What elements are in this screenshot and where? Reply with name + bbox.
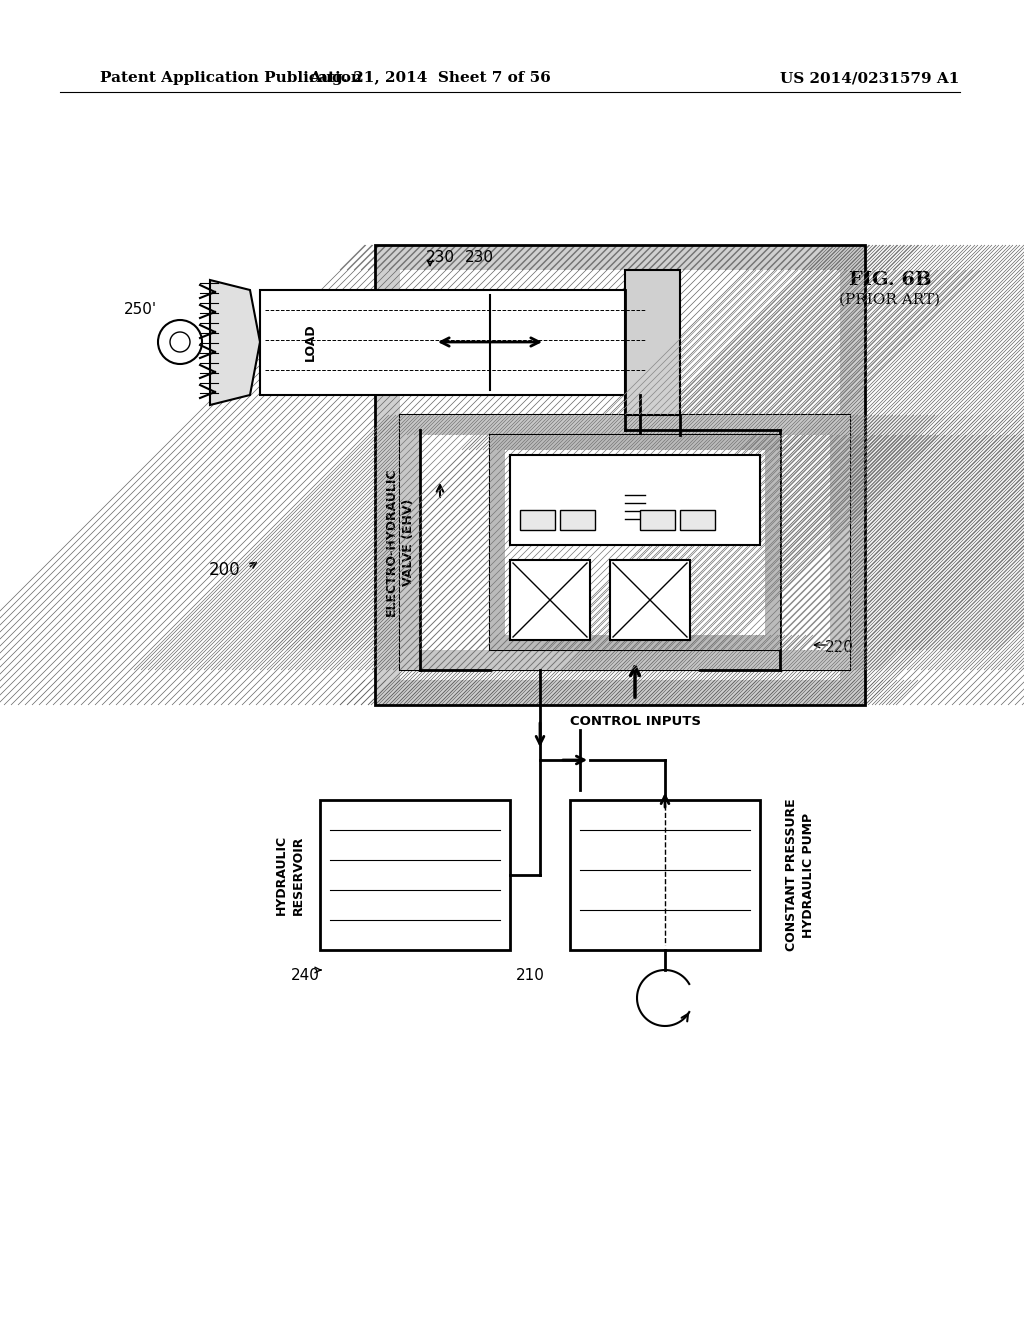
Polygon shape — [210, 280, 260, 405]
Bar — [490, 635, 780, 649]
Bar — [625, 271, 680, 414]
Bar — [610, 560, 690, 640]
Text: 230: 230 — [426, 251, 455, 265]
Bar — [765, 436, 780, 649]
Bar — [510, 560, 590, 640]
Bar — [375, 680, 865, 705]
Bar — [319, 800, 510, 950]
Bar — [400, 649, 850, 671]
Text: Aug. 21, 2014  Sheet 7 of 56: Aug. 21, 2014 Sheet 7 of 56 — [309, 71, 551, 84]
Bar — [510, 455, 760, 545]
Text: 250': 250' — [124, 302, 157, 318]
Bar — [375, 246, 865, 705]
Text: US 2014/0231579 A1: US 2014/0231579 A1 — [780, 71, 959, 84]
Text: 230: 230 — [465, 251, 494, 265]
Text: HYDRAULIC
RESERVOIR: HYDRAULIC RESERVOIR — [275, 836, 305, 915]
Text: LOAD: LOAD — [303, 323, 316, 360]
Bar — [400, 414, 420, 671]
Text: Patent Application Publication: Patent Application Publication — [100, 71, 362, 84]
Text: (PRIOR ART): (PRIOR ART) — [840, 293, 941, 308]
Text: 220: 220 — [825, 640, 854, 656]
Bar — [375, 246, 400, 705]
Bar — [570, 800, 760, 950]
Bar — [840, 246, 865, 705]
Bar — [490, 436, 780, 450]
Text: CONSTANT PRESSURE
HYDRAULIC PUMP: CONSTANT PRESSURE HYDRAULIC PUMP — [785, 799, 815, 952]
Bar — [830, 414, 850, 671]
Bar — [490, 436, 780, 649]
Bar — [520, 510, 555, 531]
Text: ELECTRO-HYDRAULIC
VALVE (EHV): ELECTRO-HYDRAULIC VALVE (EHV) — [385, 467, 415, 616]
Bar — [680, 510, 715, 531]
Bar — [375, 246, 865, 271]
Text: 240: 240 — [291, 968, 319, 982]
Circle shape — [158, 319, 202, 364]
Bar — [560, 510, 595, 531]
Text: CONTROL INPUTS: CONTROL INPUTS — [569, 715, 700, 729]
Text: FIG. 6B: FIG. 6B — [849, 271, 931, 289]
Text: 200: 200 — [208, 561, 240, 579]
Bar — [490, 436, 505, 649]
Bar — [260, 290, 650, 395]
Bar — [400, 414, 850, 436]
Circle shape — [170, 333, 190, 352]
Text: 210: 210 — [516, 968, 545, 982]
Bar — [640, 510, 675, 531]
Bar — [400, 414, 850, 671]
